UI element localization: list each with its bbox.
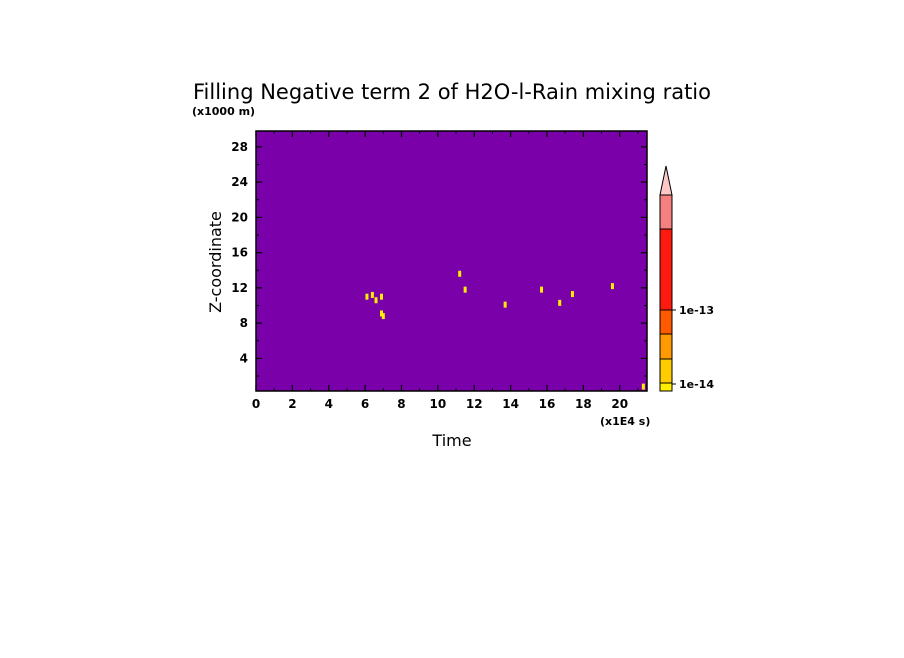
x-tick-label: 12 <box>466 397 483 411</box>
colorbar: 1e-14 1e-13 <box>659 165 714 392</box>
colorbar-extend-triangle <box>659 165 673 196</box>
colorbar-segment <box>659 309 673 335</box>
x-tick-label: 0 <box>252 397 260 411</box>
data-point <box>463 286 467 293</box>
x-unit-label: (x1E4 s) <box>600 415 650 428</box>
colorbar-segment <box>659 228 673 311</box>
data-point <box>570 291 574 298</box>
x-tick-label: 20 <box>611 397 628 411</box>
chart-title: Filling Negative term 2 of H2O-l-Rain mi… <box>193 80 711 104</box>
y-axis-label: Z-coordinate <box>206 211 225 313</box>
data-point <box>458 270 462 277</box>
colorbar-segment <box>659 382 673 392</box>
x-tick-label: 14 <box>502 397 519 411</box>
y-tick-label: 24 <box>231 175 248 189</box>
data-point <box>379 310 383 317</box>
x-tick-label: 4 <box>325 397 333 411</box>
x-tick-label: 10 <box>430 397 447 411</box>
plot-frame <box>255 130 648 392</box>
data-point <box>503 301 507 308</box>
y-tick-label: 8 <box>240 316 248 330</box>
x-tick-label: 16 <box>539 397 556 411</box>
data-point <box>374 297 378 304</box>
data-point <box>641 383 645 390</box>
data-point <box>365 293 369 300</box>
colorbar-segment <box>659 358 673 384</box>
x-tick-label: 6 <box>361 397 369 411</box>
data-point <box>379 293 383 300</box>
y-tick-label: 4 <box>240 351 248 365</box>
colorbar-label: 1e-13 <box>679 304 714 317</box>
data-points <box>365 270 645 390</box>
plot-area <box>256 131 647 391</box>
colorbar-segment <box>659 194 673 230</box>
data-point <box>610 283 614 290</box>
x-tick-label: 8 <box>397 397 405 411</box>
x-tick-label: 2 <box>288 397 296 411</box>
y-tick-label: 20 <box>231 210 248 224</box>
data-point <box>540 286 544 293</box>
y-unit-label: (x1000 m) <box>192 105 255 118</box>
x-axis-label: Time <box>431 431 471 450</box>
data-point <box>370 291 374 298</box>
y-tick-label: 16 <box>231 246 248 260</box>
y-tick-label: 28 <box>231 140 248 154</box>
data-point <box>558 299 562 306</box>
y-tick-label: 12 <box>231 281 248 295</box>
x-tick-label: 18 <box>575 397 592 411</box>
data-point <box>381 313 385 320</box>
colorbar-label: 1e-14 <box>679 378 714 391</box>
colorbar-segment <box>659 333 673 360</box>
